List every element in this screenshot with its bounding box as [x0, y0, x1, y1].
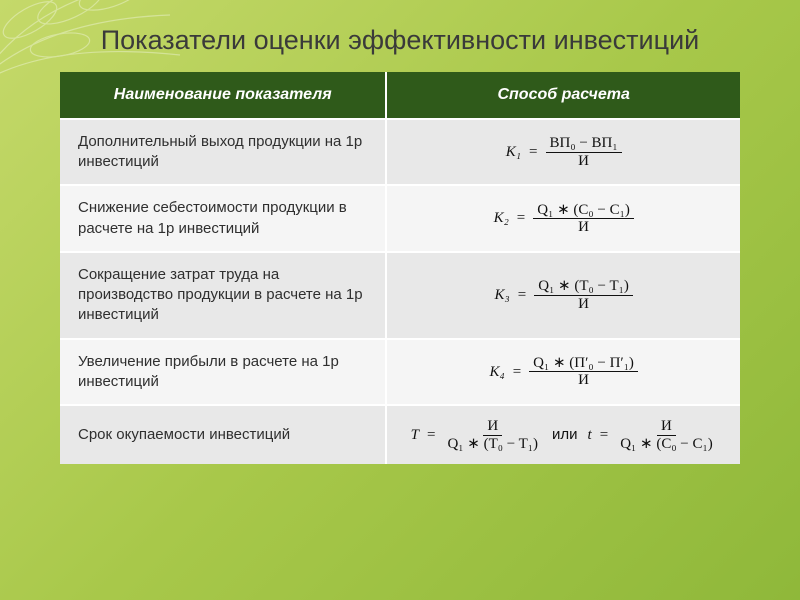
metric-formula: T=ИQ₁ ∗ (T₀ − T₁)илиt=ИQ₁ ∗ (C₀ − C₁) — [386, 405, 740, 464]
metric-name: Увеличение прибыли в расчете на 1р инвес… — [60, 339, 386, 406]
metric-name: Дополнительный выход продукции на 1р инв… — [60, 119, 386, 186]
metric-formula: K₂=Q₁ ∗ (C₀ − C₁)И — [386, 185, 740, 252]
metric-formula: K₄=Q₁ ∗ (П′₀ − П′₁)И — [386, 339, 740, 406]
metric-formula: K₃=Q₁ ∗ (T₀ − T₁)И — [386, 252, 740, 339]
table-row: Увеличение прибыли в расчете на 1р инвес… — [60, 339, 740, 406]
table-row: Срок окупаемости инвестицийT=ИQ₁ ∗ (T₀ −… — [60, 405, 740, 464]
table-body: Дополнительный выход продукции на 1р инв… — [60, 119, 740, 464]
table-header-row: Наименование показателя Способ расчета — [60, 72, 740, 119]
table-row: Сокращение затрат труда на производство … — [60, 252, 740, 339]
metric-name: Сокращение затрат труда на производство … — [60, 252, 386, 339]
metric-name: Срок окупаемости инвестиций — [60, 405, 386, 464]
slide-title: Показатели оценки эффективности инвестиц… — [0, 0, 800, 72]
column-header-formula: Способ расчета — [386, 72, 740, 119]
metric-name: Снижение себестоимости продукции в расче… — [60, 185, 386, 252]
table-row: Снижение себестоимости продукции в расче… — [60, 185, 740, 252]
table-row: Дополнительный выход продукции на 1р инв… — [60, 119, 740, 186]
metric-formula: K₁=ВП₀ − ВП₁И — [386, 119, 740, 186]
table-container: Наименование показателя Способ расчета Д… — [60, 72, 740, 464]
metrics-table: Наименование показателя Способ расчета Д… — [60, 72, 740, 464]
slide: Показатели оценки эффективности инвестиц… — [0, 0, 800, 600]
column-header-name: Наименование показателя — [60, 72, 386, 119]
